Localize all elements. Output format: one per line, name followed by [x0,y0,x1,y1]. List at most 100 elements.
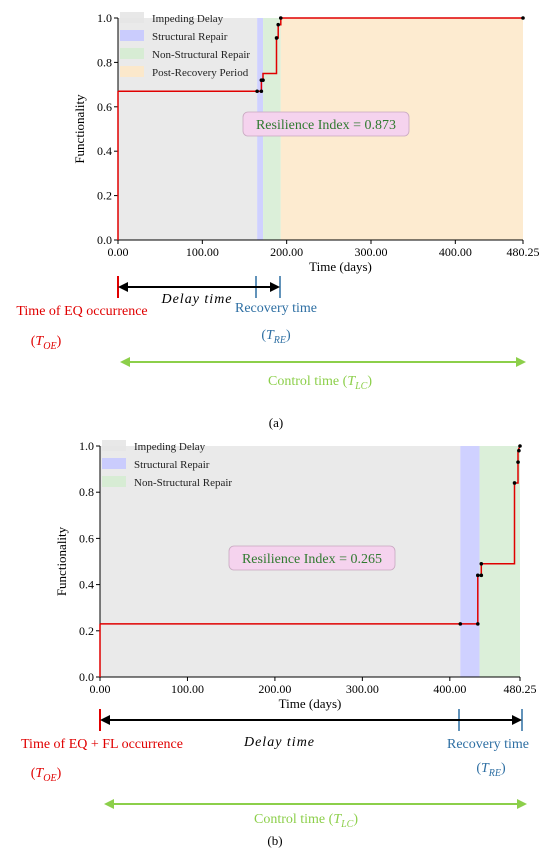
legend-label: Non-Structural Repair [152,49,250,61]
x-tick-label: 480.25 [504,682,537,696]
paren-close: ) [57,334,62,349]
data-point [521,16,525,20]
legend-label: Impeding Delay [134,441,206,453]
symbol: T [333,812,342,827]
legend-label: Structural Repair [152,31,228,43]
y-tick-label: 1.0 [97,11,112,25]
recovery-time-label: Recovery time [235,301,317,316]
control-time-text: Control time ( [268,374,348,389]
data-point [276,22,281,27]
y-tick-label: 0.0 [79,670,94,684]
legend-label: Non-Structural Repair [134,477,232,489]
y-axis-label: Functionality [72,94,87,164]
y-tick-label: 0.6 [79,531,94,545]
x-axis-label: Time (days) [279,696,342,711]
x-tick-label: 300.00 [346,682,379,696]
x-tick-label: 100.00 [186,245,219,259]
panel-caption: (b) [267,833,282,848]
x-tick-label: 0.00 [108,245,129,259]
data-point [259,89,264,94]
eq-occurrence-label: Time of EQ occurrence [16,304,147,319]
symbol-subscript: RE [488,768,501,779]
paren-close: ) [353,812,358,827]
paren-close: ) [57,766,62,781]
data-point [517,448,521,453]
delay-time-label: Delay time [160,292,232,307]
y-tick-label: 0.0 [97,233,112,247]
y-tick-label: 0.4 [79,578,94,592]
symbol-subscript: OE [43,341,56,352]
x-tick-label: 300.00 [354,245,387,259]
chart-panel-a: 0.0 0.2 0.4 0.6 0.8 1.0 0.00 100.00 200.00 300.00… [16,11,539,430]
paren-close: ) [501,761,506,776]
data-point [278,16,283,20]
resilience-index-label: Resilience Index = 0.873 [256,118,396,133]
data-point [255,89,259,94]
x-tick-label: 400.00 [433,682,466,696]
eq-occurrence-label: Time of EQ + FL occurrence [21,737,183,752]
resilience-index-label: Resilience Index = 0.265 [242,552,382,567]
symbol: T [35,766,44,781]
data-point [512,481,517,485]
legend-swatch [102,476,126,487]
x-tick-label: 100.00 [171,682,204,696]
x-axis-label: Time (days) [309,259,372,274]
y-tick-label: 0.6 [97,100,112,114]
x-tick-label: 200.00 [270,245,303,259]
eq-symbol: (TOE) [31,766,62,784]
recovery-symbol: (TRE) [476,761,506,779]
symbol-subscript: RE [273,335,286,346]
recovery-symbol: (TRE) [261,328,291,346]
panel-caption: (a) [269,415,283,430]
control-time-label: Control time (TLC) [254,812,358,830]
legend-swatch [120,30,144,41]
legend-label: Structural Repair [134,459,210,471]
recovery-time-label: Recovery time [447,737,529,752]
resilience-box [228,545,396,571]
data-point [261,78,265,82]
legend-swatch [120,48,144,59]
paren-open: ( [261,328,266,343]
paren-open: ( [31,766,36,781]
chart-panel-b: 0.0 0.2 0.4 0.6 0.8 1.0 0.00 100.00 200.00 300.00… [21,439,536,848]
legend: Impeding Delay Structural Repair Non-Struc… [102,440,232,489]
data-point [518,444,522,448]
x-tick-label: 480.25 [507,245,540,259]
data-point [476,573,480,578]
data-point [458,622,463,626]
symbol: T [35,334,44,349]
y-tick-label: 0.4 [97,144,112,158]
y-tick-label: 0.8 [79,485,94,499]
eq-symbol: (TOE) [31,334,62,352]
data-point [516,460,520,464]
x-tick-label: 200.00 [258,682,291,696]
symbol: T [266,328,275,343]
paren-open: ( [476,761,481,776]
symbol-subscript: LC [354,381,368,392]
x-tick-label: 0.00 [90,682,111,696]
y-tick-label: 1.0 [79,439,94,453]
symbol-subscript: LC [340,819,354,830]
y-tick-label: 0.8 [97,55,112,69]
paren-close: ) [286,328,291,343]
legend-swatch [120,66,144,77]
region-structural-repair [460,446,480,677]
legend-swatch [102,440,126,451]
y-axis-label: Functionality [54,526,69,596]
y-tick-label: 0.2 [97,189,112,203]
paren-close: ) [367,374,372,389]
legend-swatch [102,458,126,469]
x-tick-label: 400.00 [439,245,472,259]
data-point [476,622,480,626]
data-point [274,36,279,40]
control-time-label: Control time (TLC) [268,374,372,392]
region-non-structural-repair [479,446,520,677]
symbol: T [481,761,490,776]
data-point [479,573,484,578]
legend-label: Impeding Delay [152,13,224,25]
legend-label: Post-Recovery Period [152,67,249,79]
control-time-text: Control time ( [254,812,334,827]
